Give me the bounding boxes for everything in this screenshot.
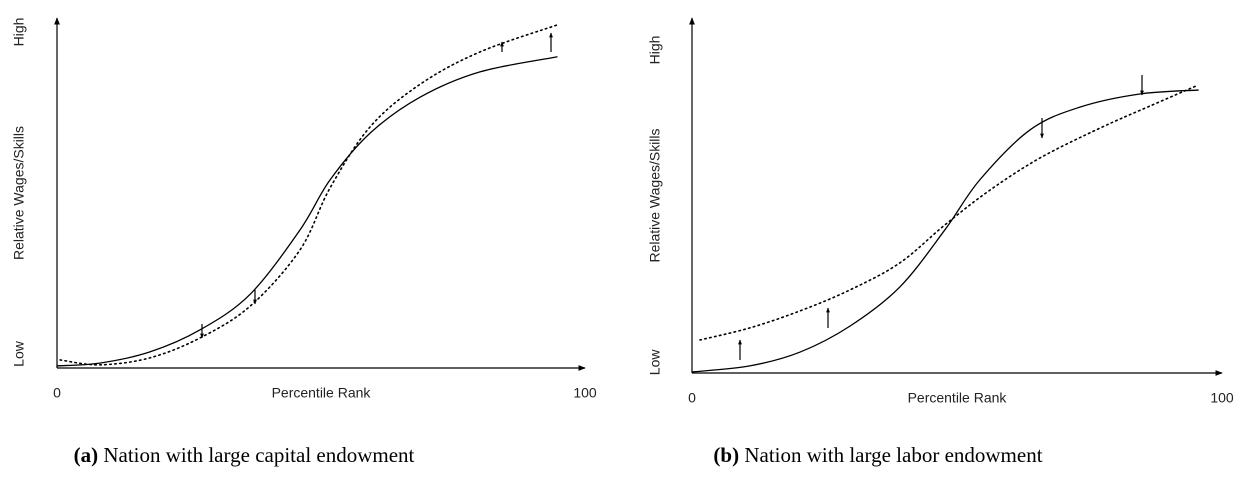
y-axis-label: Relative Wages/Skills bbox=[647, 128, 663, 262]
x-tick-label: 100 bbox=[573, 385, 597, 401]
x-tick-label: 0 bbox=[688, 390, 696, 406]
caption-label: (a) bbox=[74, 443, 99, 467]
x-tick-label: 100 bbox=[1210, 390, 1234, 406]
caption: (a) Nation with large capital endowment bbox=[74, 443, 415, 467]
caption-text: Nation with large labor endowment bbox=[744, 443, 1042, 467]
curve bbox=[699, 84, 1199, 341]
shift-arrows bbox=[200, 32, 1144, 360]
x-axis-label: Percentile Rank bbox=[272, 385, 372, 401]
y-axis-label: Relative Wages/Skills bbox=[11, 126, 27, 260]
y-tick-label: Low bbox=[647, 349, 663, 376]
x-axis-label: Percentile Rank bbox=[908, 390, 1008, 406]
curve bbox=[56, 56, 558, 367]
y-tick-label: Low bbox=[11, 340, 27, 367]
panel: 0 100 Low High Percentile Rank Relative Wages… bbox=[647, 17, 1234, 467]
y-tick-label: High bbox=[647, 36, 663, 65]
y-tick-label: High bbox=[11, 18, 27, 47]
panel: 0 100 Low High Percentile Rank Relative Wages… bbox=[11, 17, 597, 467]
curve bbox=[59, 24, 558, 366]
caption-text: Nation with large capital endowment bbox=[103, 443, 414, 467]
x-tick-label: 0 bbox=[53, 385, 61, 401]
caption-label: (b) bbox=[713, 443, 739, 467]
curve bbox=[691, 89, 1199, 373]
caption: (b) Nation with large labor endowment bbox=[713, 443, 1042, 467]
